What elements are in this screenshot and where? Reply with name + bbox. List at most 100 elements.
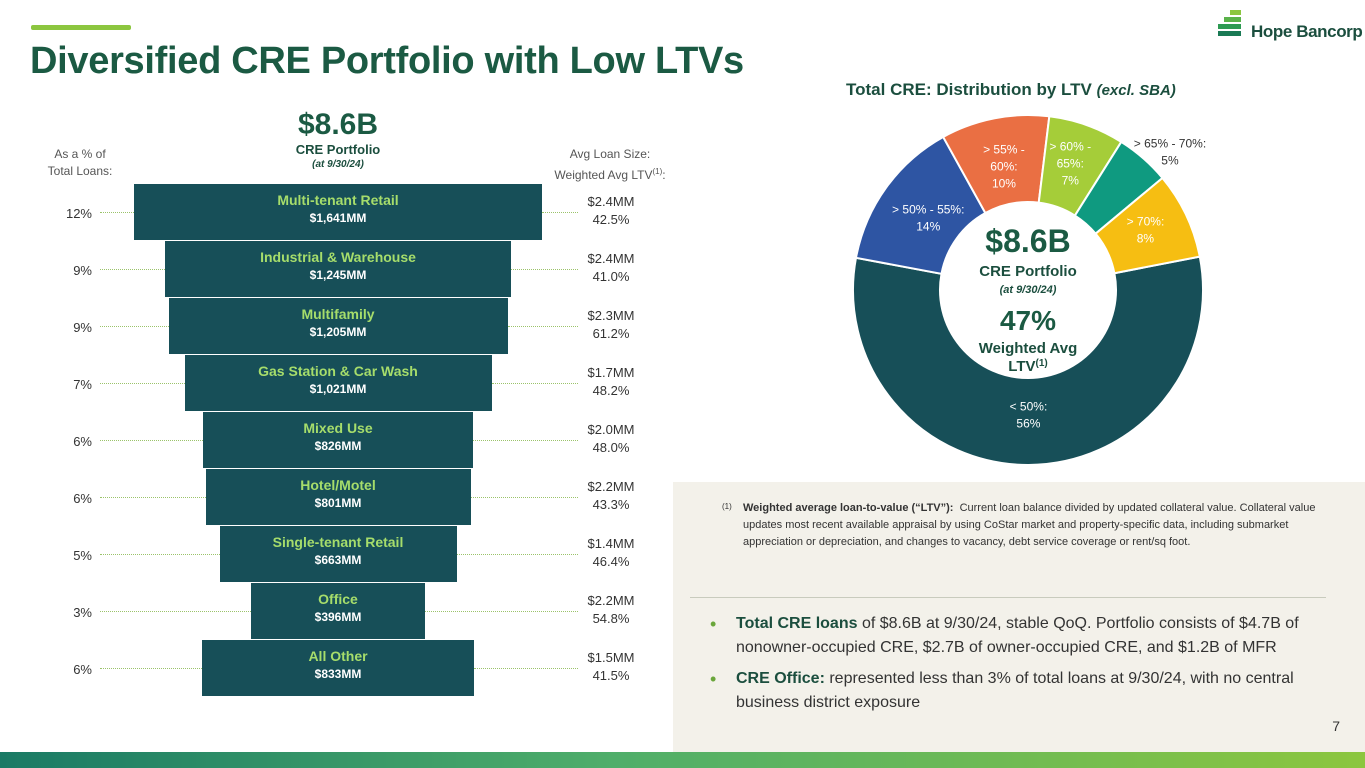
donut-center-ltv: 47% [1000, 305, 1056, 336]
funnel-bar: All Other $833MM [202, 640, 474, 696]
funnel-row-stats: $1.7MM 48.2% [571, 364, 651, 400]
page-title: Diversified CRE Portfolio with Low LTVs [30, 40, 744, 82]
funnel-row-avg-size: $2.0MM [587, 422, 635, 437]
avg-header-text: Weighted Avg LTV [554, 168, 653, 182]
donut-ltv-text: LTV [1008, 358, 1035, 375]
funnel-row-stats: $2.4MM 42.5% [571, 193, 651, 229]
funnel-row-pct: 3% [73, 605, 92, 620]
funnel-bar-name: Gas Station & Car Wash [258, 363, 418, 379]
donut-label-line: < 50%: [1010, 399, 1048, 413]
logo-mark-icon [1218, 10, 1241, 36]
funnel-leader-line [473, 440, 578, 441]
funnel-row-stats: $2.2MM 54.8% [571, 592, 651, 628]
donut-label-line: > 65% - 70%: [1134, 137, 1206, 151]
funnel-row-avg-size: $2.2MM [587, 593, 635, 608]
donut-ltv-sup: (1) [1035, 358, 1047, 369]
donut-center-ltv-label1: Weighted Avg [979, 340, 1078, 357]
funnel-bar-name: Industrial & Warehouse [260, 249, 416, 265]
funnel-bar-amount: $801MM [314, 496, 362, 510]
funnel-header: $8.6B CRE Portfolio (at 9/30/24) [238, 108, 438, 172]
avg-header-sup: (1) [652, 167, 663, 176]
bullet-dot-icon: • [710, 614, 717, 634]
donut-title: Total CRE: Distribution by LTV (excl. SB… [846, 80, 1176, 100]
funnel-row-avg-size: $2.2MM [587, 479, 635, 494]
funnel-row-ltv: 54.8% [592, 611, 630, 626]
funnel-bar: Single-tenant Retail $663MM [219, 526, 457, 582]
bullet-list: • Total CRE loans of $8.6B at 9/30/24, st… [710, 612, 1330, 722]
funnel-total: $8.6B [297, 108, 379, 141]
logo-name: Hope Bancorp [1251, 22, 1363, 41]
funnel-row-ltv: 42.5% [592, 212, 630, 227]
funnel-bar-amount: $833MM [314, 667, 362, 681]
bullet-text: represented less than 3% of total loans … [736, 670, 1294, 711]
donut-slice-label: > 55% - 60%: 10% [983, 142, 1025, 190]
funnel-row-avg-size: $2.4MM [587, 251, 635, 266]
avg-header-line2: Weighted Avg LTV(1): [540, 163, 680, 184]
company-logo: Hope Bancorp [1217, 10, 1363, 42]
pct-header-line1: As a % of [54, 147, 106, 161]
funnel-leader-line [100, 212, 134, 213]
donut-slice-label: > 70%: 8% [1127, 215, 1165, 246]
page-number: 7 [1332, 718, 1340, 734]
funnel-row-avg-size: $2.3MM [587, 308, 635, 323]
donut-label-line: 5% [1161, 154, 1179, 168]
funnel-row-stats: $2.2MM 43.3% [571, 478, 651, 514]
notes-panel [673, 482, 1365, 752]
funnel-bar-amount: $663MM [314, 553, 362, 567]
footnote-term: Weighted average loan-to-value (“LTV”): [743, 502, 954, 514]
funnel-leader-line [456, 554, 578, 555]
funnel-leader-line [511, 269, 578, 270]
funnel-bar-amount: $826MM [314, 439, 362, 453]
donut-label-line: 8% [1137, 232, 1155, 246]
donut-label-line: 7% [1062, 173, 1080, 187]
funnel-row-pct: 12% [65, 206, 92, 221]
funnel-bar-amount: $1,641MM [309, 211, 367, 225]
avg-header-line1: Avg Loan Size: [569, 147, 651, 161]
funnel-leader-line [100, 611, 251, 612]
bullet-item: • CRE Office: represented less than 3% of… [710, 667, 1330, 715]
funnel-row-stats: $2.3MM 61.2% [571, 307, 651, 343]
funnel-bar-name: Single-tenant Retail [272, 534, 404, 550]
donut-label-line: > 50% - 55%: [892, 203, 964, 217]
funnel-bar: Industrial & Warehouse $1,245MM [165, 241, 511, 297]
funnel-subtitle: CRE Portfolio [295, 142, 381, 157]
bullet-dot-icon: • [710, 669, 717, 689]
bottom-band [0, 752, 1365, 768]
donut-label-line: > 70%: [1127, 215, 1165, 229]
funnel-bar-name: Office [318, 591, 358, 607]
funnel-bar: Multi-tenant Retail $1,641MM [134, 184, 542, 240]
funnel-bar-name: Multifamily [301, 306, 375, 322]
funnel-leader-line [100, 269, 165, 270]
funnel-bar-amount: $1,245MM [309, 268, 367, 282]
donut-label-line: 60%: [990, 159, 1017, 173]
donut-center-date: (at 9/30/24) [1000, 284, 1057, 296]
donut-label-line: > 60% - [1049, 139, 1091, 153]
funnel-row-pct: 5% [73, 548, 92, 563]
funnel-bar: Multifamily $1,205MM [168, 298, 508, 354]
donut-label-line: 10% [992, 176, 1016, 190]
funnel-row-avg-size: $1.5MM [587, 650, 635, 665]
funnel-row-pct: 9% [73, 320, 92, 335]
funnel-leader-line [474, 668, 578, 669]
funnel-row-avg-size: $1.7MM [587, 365, 635, 380]
funnel-row-ltv: 41.0% [592, 269, 630, 284]
donut-center-ltv-label2: LTV(1) [1008, 358, 1047, 375]
funnel-row-pct: 9% [73, 263, 92, 278]
funnel-date: (at 9/30/24) [312, 159, 364, 170]
donut-slice-label: > 50% - 55%: 14% [892, 203, 964, 234]
donut-label-line: 14% [916, 220, 940, 234]
pct-header-line2: Total Loans: [47, 164, 113, 178]
funnel-row-stats: $1.4MM 46.4% [571, 535, 651, 571]
funnel-row-stats: $2.4MM 41.0% [571, 250, 651, 286]
funnel-row-avg-size: $1.4MM [587, 536, 635, 551]
funnel-bar-amount: $1,205MM [309, 325, 367, 339]
funnel-bar: Hotel/Motel $801MM [205, 469, 471, 525]
footnote-ref: (1) [722, 502, 732, 511]
funnel-bar-amount: $396MM [314, 610, 362, 624]
funnel-row-ltv: 48.2% [592, 383, 630, 398]
donut-slice [1094, 176, 1201, 275]
funnel-row-ltv: 48.0% [592, 440, 630, 455]
bullet-item: • Total CRE loans of $8.6B at 9/30/24, st… [710, 612, 1330, 660]
funnel-row-ltv: 61.2% [592, 326, 630, 341]
donut-title-text: Total CRE: Distribution by LTV [846, 80, 1092, 99]
